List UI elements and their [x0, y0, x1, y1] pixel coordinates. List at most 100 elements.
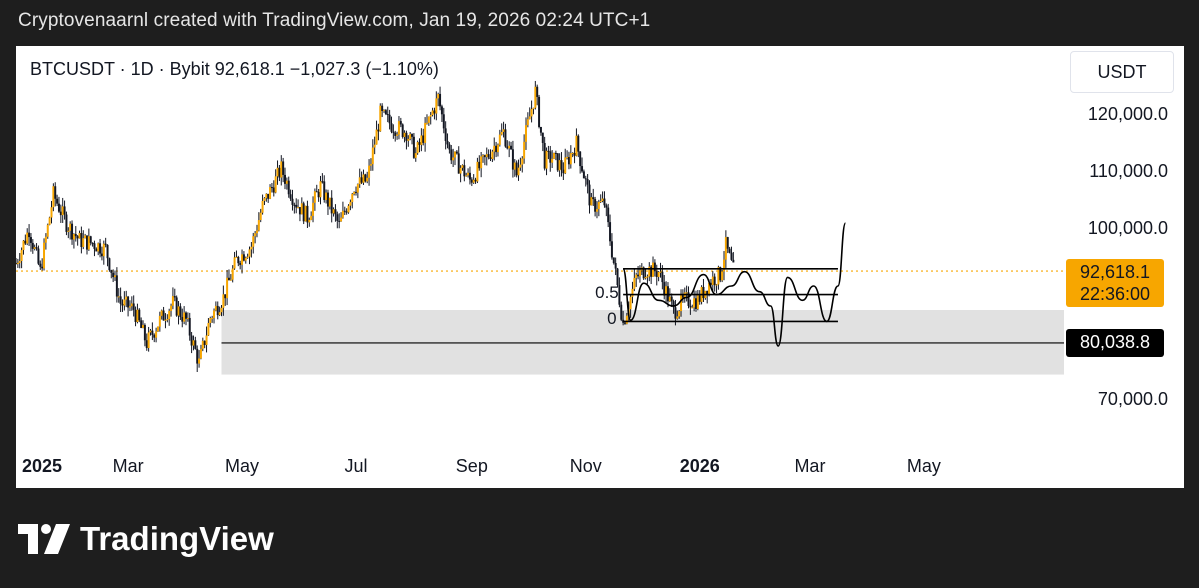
candle-body: [455, 151, 458, 154]
candle-body: [147, 332, 150, 349]
candle-body: [170, 305, 173, 311]
price-chart[interactable]: [16, 46, 1184, 488]
candle-body: [16, 262, 19, 264]
candle-body: [119, 296, 122, 304]
candle-body: [29, 237, 32, 243]
candle-body: [218, 312, 221, 316]
candle-body: [181, 317, 184, 322]
candle-body: [237, 256, 240, 264]
candle-body: [373, 144, 376, 148]
candle-body: [149, 330, 152, 333]
candle-body: [214, 305, 217, 311]
candle-body: [347, 205, 350, 213]
candle-body: [220, 307, 223, 313]
candle-body: [91, 242, 94, 244]
candle-body: [241, 254, 244, 265]
candle-body: [539, 126, 542, 133]
candle-body: [368, 165, 371, 178]
candle-body: [485, 154, 488, 158]
candle-body: [192, 340, 195, 346]
x-tick-label: Mar: [112, 456, 144, 476]
candle-body: [145, 340, 148, 349]
candle-body: [650, 266, 653, 277]
last-price-badge: 92,618.1 22:36:00: [1066, 259, 1164, 308]
candle-body: [401, 124, 404, 137]
candle-body: [653, 262, 656, 272]
candle-body: [89, 236, 92, 243]
candle-body: [470, 179, 473, 183]
candle-body: [623, 322, 626, 324]
candle-body: [440, 106, 443, 115]
candle-body: [71, 223, 74, 240]
candle-body: [254, 233, 257, 237]
candle-body: [28, 232, 31, 238]
candle-body: [168, 310, 171, 320]
candle-body: [510, 145, 513, 150]
candle-body: [269, 187, 272, 199]
candle-body: [272, 187, 275, 193]
candle-body: [595, 209, 598, 212]
candle-body: [489, 157, 492, 160]
candle-body: [377, 129, 380, 132]
candle-body: [353, 191, 356, 194]
candle-body: [345, 211, 348, 213]
support-zone: [221, 310, 1065, 375]
candle-body: [43, 242, 46, 269]
candle-body: [665, 286, 668, 296]
candle-body: [420, 135, 423, 145]
candle-body: [554, 152, 557, 154]
candle-body: [397, 121, 400, 135]
candle-body: [444, 128, 447, 141]
candle-body: [515, 162, 518, 176]
candle-body: [95, 248, 98, 252]
candle-body: [325, 192, 328, 200]
candle-body: [280, 161, 283, 178]
candle-body: [334, 209, 337, 215]
currency-selector-button[interactable]: USDT: [1070, 51, 1174, 93]
candle-body: [110, 270, 113, 273]
x-tick-label: Jul: [344, 456, 368, 476]
candle-body: [164, 319, 167, 321]
candle-body: [594, 199, 597, 212]
symbol-legend[interactable]: BTCUSDT · 1D · Bybit 92,618.1 −1,027.3 (…: [30, 59, 439, 79]
candle-body: [478, 161, 481, 169]
candle-body: [545, 150, 548, 169]
x-tick-label: Mar: [794, 456, 826, 476]
candle-body: [521, 158, 524, 165]
candle-body: [252, 236, 255, 247]
candle-body: [121, 303, 124, 306]
y-tick-label: 70,000.0: [1097, 389, 1168, 410]
candle-body: [614, 262, 617, 269]
candle-body: [72, 234, 75, 240]
chart-panel[interactable]: BTCUSDT · 1D · Bybit 92,618.1 −1,027.3 (…: [16, 46, 1184, 488]
candle-body: [698, 295, 701, 302]
candle-body: [637, 274, 640, 277]
candle-body: [523, 141, 526, 159]
candle-body: [80, 233, 83, 248]
candle-body: [108, 258, 111, 271]
candle-body: [592, 197, 595, 200]
candle-body: [203, 340, 206, 345]
last-price-value: 92,618.1: [1079, 262, 1151, 283]
candle-body: [551, 158, 554, 163]
candle-body: [248, 249, 251, 257]
candle-body: [302, 203, 305, 222]
candle-body: [513, 162, 516, 170]
candle-body: [104, 243, 107, 245]
candle-body: [696, 295, 699, 310]
candle-body: [719, 267, 722, 281]
candle-body: [328, 197, 331, 207]
candle-body: [713, 276, 716, 286]
candle-body: [689, 305, 692, 308]
candle-body: [715, 284, 718, 286]
candle-body: [584, 178, 587, 180]
candle-body: [657, 272, 660, 277]
candle-body: [207, 322, 210, 336]
candle-body: [730, 252, 733, 260]
x-tick-label: May: [906, 456, 941, 476]
candle-body: [612, 257, 615, 263]
candle-body: [343, 210, 346, 212]
candle-body: [646, 276, 649, 278]
candle-body: [670, 296, 673, 302]
candle-body: [24, 240, 27, 244]
